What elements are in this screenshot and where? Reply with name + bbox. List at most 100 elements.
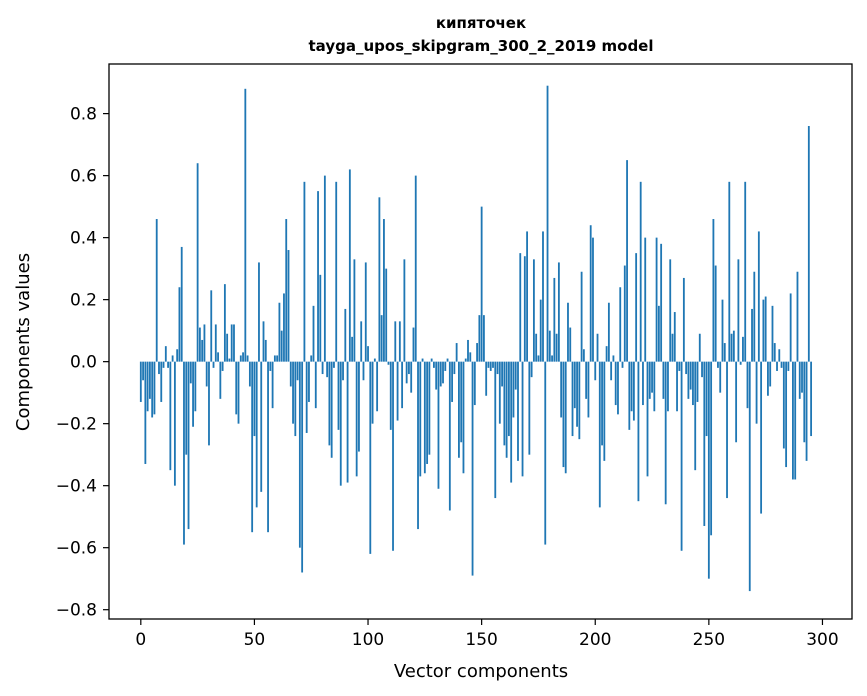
bar-191 (573, 361, 576, 409)
bar-85 (333, 361, 335, 368)
bar-219 (637, 361, 640, 502)
bar-152 (485, 361, 488, 396)
bar-247 (701, 361, 703, 378)
bar-96 (358, 361, 360, 452)
bar-136 (448, 361, 451, 511)
bar-149 (478, 315, 481, 362)
bar-141 (460, 361, 463, 443)
bar-268 (748, 361, 751, 592)
bar-221 (642, 361, 644, 406)
bar-238 (680, 361, 683, 551)
bar-19 (183, 361, 185, 545)
bar-295 (810, 361, 813, 437)
bar-195 (582, 349, 585, 362)
bar-103 (373, 358, 376, 362)
bar-54 (262, 321, 265, 362)
bar-150 (480, 206, 483, 362)
bar-280 (776, 361, 778, 371)
bar-164 (512, 361, 515, 418)
bar-180 (548, 330, 551, 362)
bar-161 (505, 361, 508, 458)
bar-33 (214, 324, 217, 362)
bar-18 (180, 246, 183, 362)
bar-116 (403, 259, 406, 362)
bar-14 (171, 355, 174, 362)
bar-173 (532, 259, 535, 362)
bar-258 (726, 361, 728, 499)
bar-41 (233, 324, 235, 362)
bar-202 (598, 361, 601, 508)
bar-255 (719, 361, 722, 393)
bar-155 (492, 361, 494, 368)
bar-231 (664, 361, 667, 505)
bar-80 (321, 361, 324, 375)
bar-30 (208, 361, 210, 446)
bar-220 (639, 181, 642, 362)
bar-232 (667, 361, 669, 412)
bar-235 (673, 312, 676, 362)
bar-12 (167, 361, 169, 368)
bar-272 (757, 231, 760, 362)
bar-49 (251, 361, 254, 533)
bar-118 (408, 361, 410, 375)
bar-203 (601, 361, 603, 446)
bar-64 (285, 219, 288, 362)
bar-154 (489, 361, 492, 371)
bar-104 (376, 361, 379, 412)
x-axis-label: Vector components (394, 661, 568, 682)
x-tick-label: 250 (693, 630, 725, 650)
bar-123 (419, 361, 422, 477)
bar-172 (530, 361, 533, 378)
bar-278 (771, 305, 774, 362)
x-tick-label: 0 (135, 630, 146, 650)
x-tick-label: 150 (465, 630, 497, 650)
bar-237 (678, 361, 681, 371)
bar-271 (755, 361, 758, 424)
bar-218 (635, 253, 638, 362)
bar-27 (201, 339, 204, 362)
bar-144 (467, 339, 469, 362)
bar-29 (205, 361, 208, 387)
bar-183 (555, 333, 558, 362)
bar-174 (535, 333, 538, 362)
bar-65 (287, 250, 290, 362)
bar-281 (778, 349, 781, 362)
bar-99 (364, 262, 367, 362)
bar-78 (317, 191, 319, 362)
bar-162 (507, 361, 510, 437)
bar-90 (344, 308, 347, 362)
bar-196 (585, 361, 588, 399)
bar-120 (412, 327, 415, 362)
bar-260 (730, 333, 733, 362)
bar-147 (473, 361, 476, 406)
bar-42 (235, 361, 238, 415)
bar-16 (176, 349, 179, 362)
bar-38 (226, 333, 229, 362)
bar-290 (798, 361, 801, 399)
bar-58 (271, 361, 274, 409)
bar-93 (351, 336, 354, 362)
bar-184 (557, 262, 560, 362)
bar-257 (723, 343, 726, 362)
bar-79 (319, 274, 322, 362)
bar-115 (401, 361, 404, 409)
bar-242 (689, 361, 692, 390)
bar-167 (519, 253, 522, 362)
bar-46 (244, 88, 247, 362)
bar-94 (353, 259, 356, 362)
bar-105 (378, 197, 381, 362)
bar-17 (178, 287, 181, 362)
bar-243 (692, 361, 694, 406)
bar-40 (230, 324, 233, 362)
bar-248 (703, 361, 706, 526)
bar-56 (267, 361, 269, 533)
bar-275 (764, 296, 767, 362)
bar-51 (255, 361, 258, 508)
bar-270 (753, 271, 756, 362)
bar-15 (173, 361, 176, 486)
bar-234 (671, 333, 674, 362)
bar-132 (439, 361, 442, 387)
bar-47 (246, 355, 249, 362)
bar-148 (476, 343, 478, 362)
bar-181 (551, 355, 553, 362)
